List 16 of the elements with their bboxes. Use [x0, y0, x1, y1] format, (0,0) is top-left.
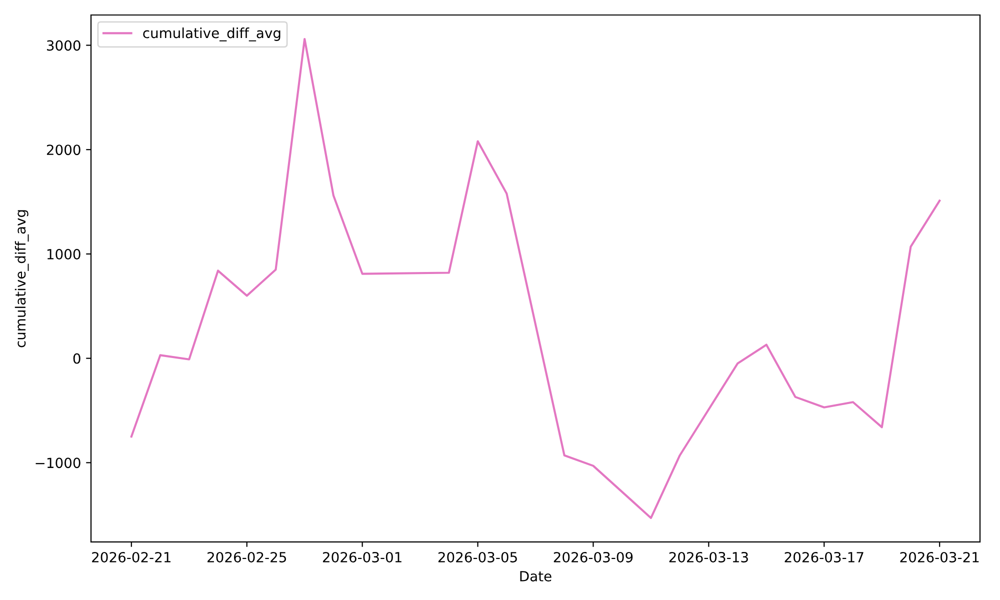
legend-label: cumulative_diff_avg — [143, 28, 280, 42]
y-tick-label: 2000 — [46, 144, 80, 156]
y-tick-label: 3000 — [46, 40, 80, 51]
x-axis-title: Date — [520, 571, 552, 582]
y-tick-label: 1000 — [47, 248, 80, 260]
x-tick-label: 2026-03-01 — [322, 552, 402, 562]
x-tick-label: 2026-02-21 — [92, 552, 170, 562]
x-tick-label: 2026-03-17 — [784, 552, 864, 562]
x-tick-label: 2026-03-05 — [438, 552, 517, 562]
x-tick-label: 2026-03-21 — [900, 552, 979, 562]
x-tick-label: 2026-02-25 — [208, 552, 286, 562]
y-axis-title: cumulative_diff_avg — [14, 210, 29, 348]
x-tick-label: 2026-03-09 — [554, 552, 633, 562]
y-tick-label: −1000 — [36, 458, 80, 468]
y-tick-label: 0 — [73, 353, 80, 364]
x-tick-label: 2026-03-13 — [669, 552, 748, 562]
